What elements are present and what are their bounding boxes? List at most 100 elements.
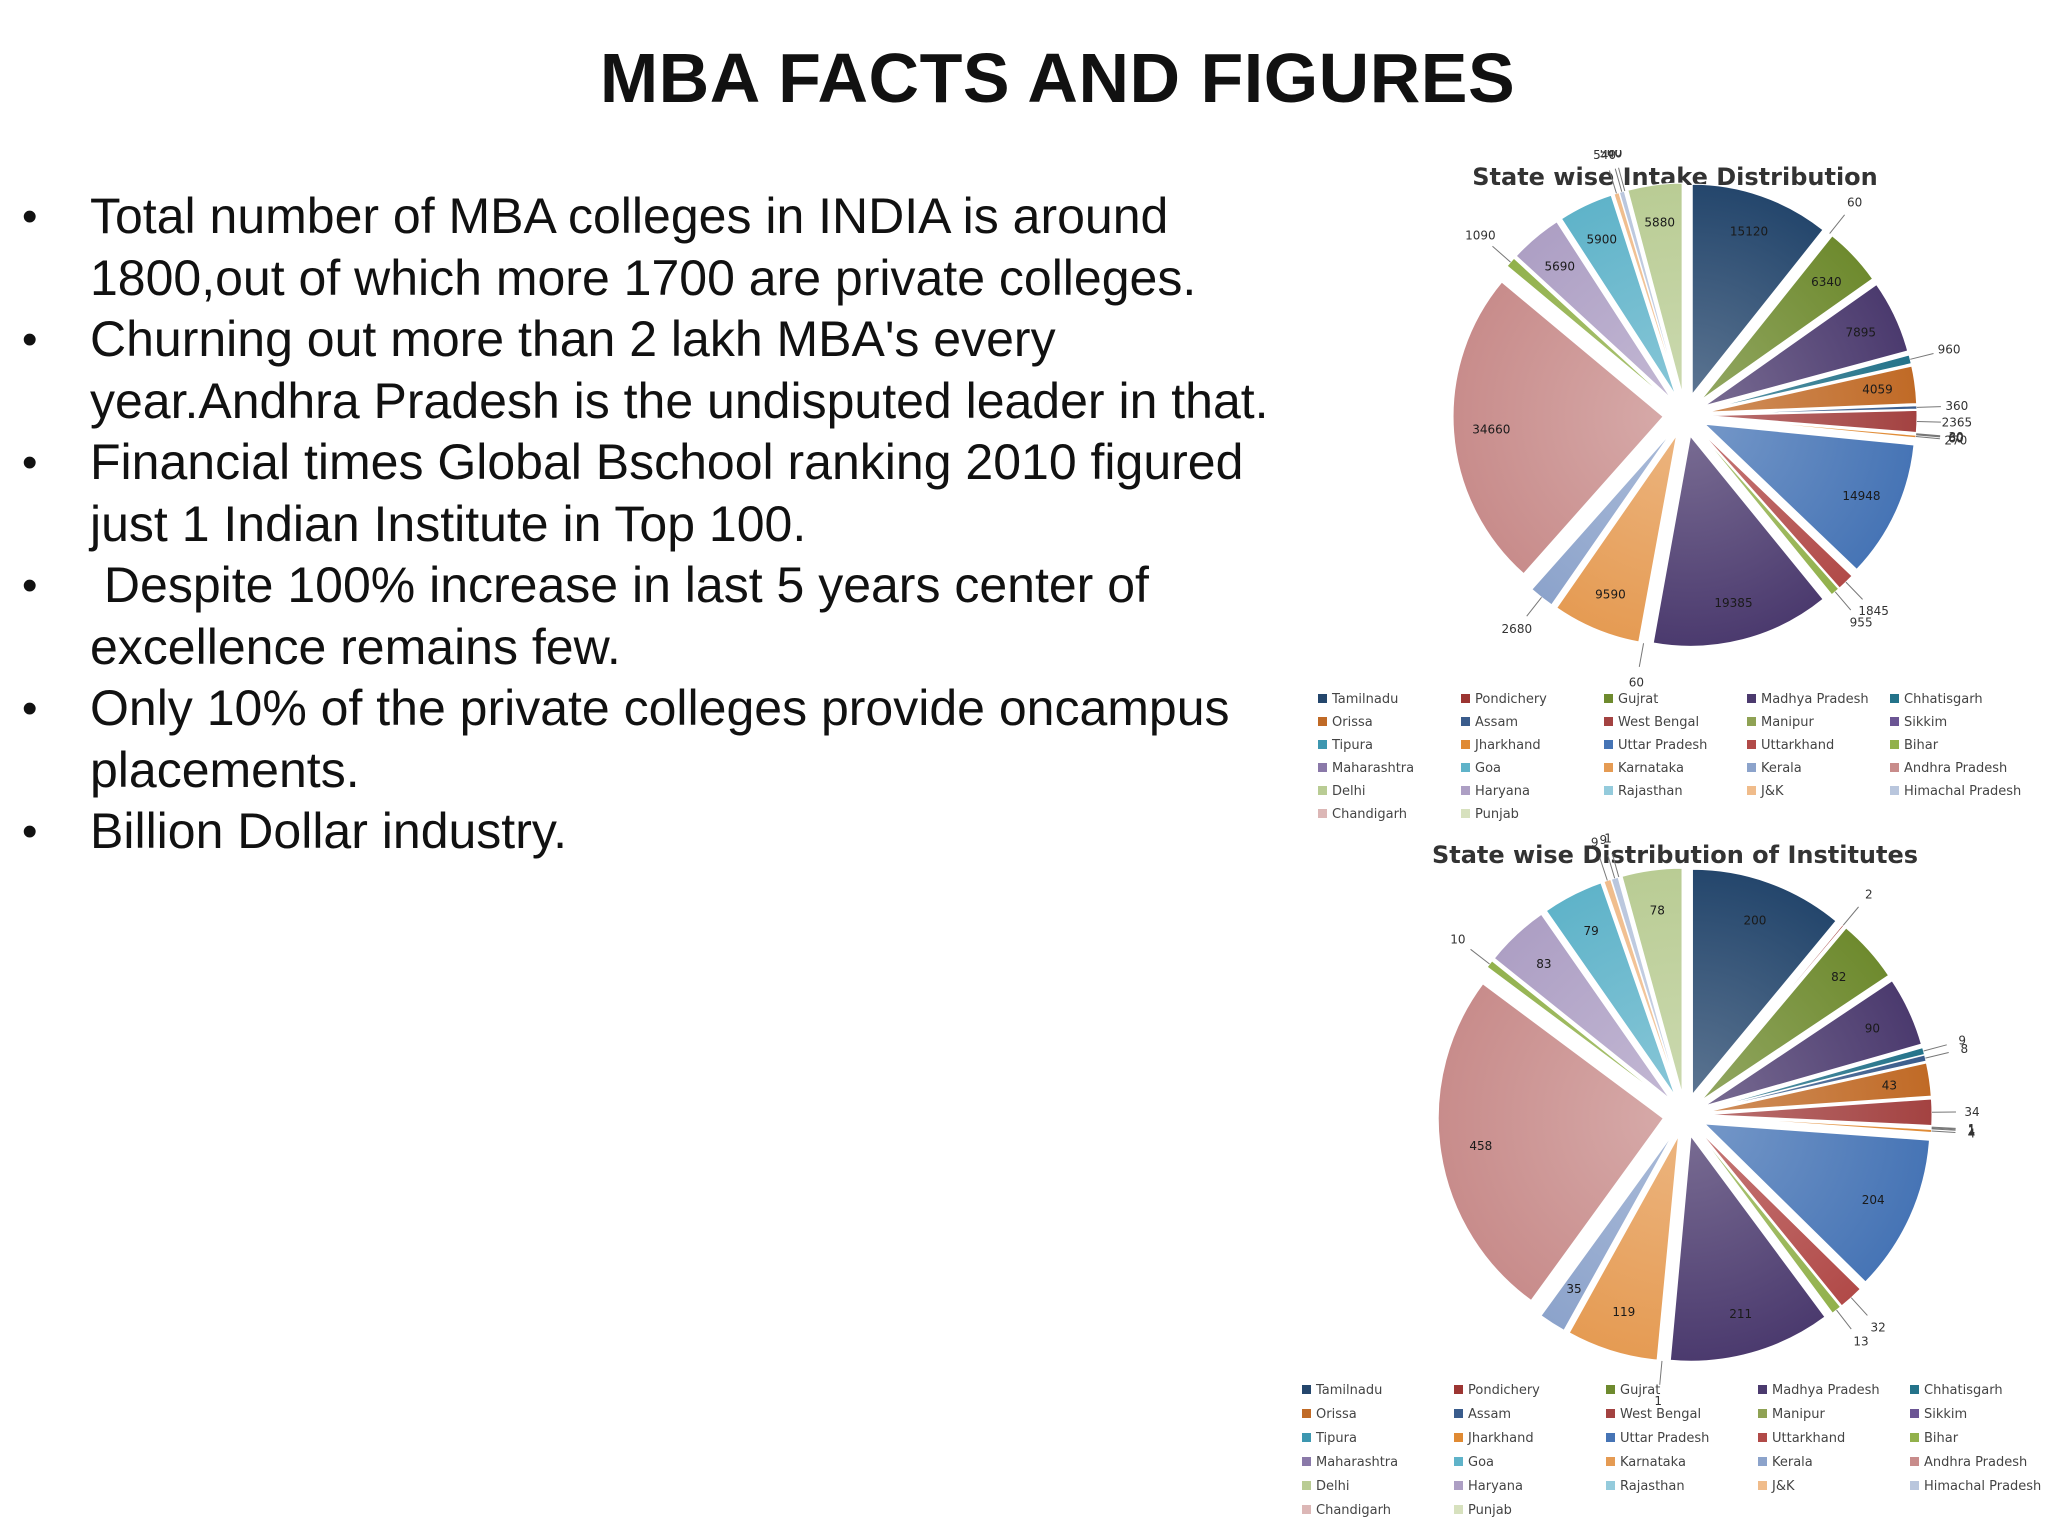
slice-chhatisgarh — [1706, 354, 1912, 411]
slice-label: 2 — [1865, 888, 1873, 902]
legend-label: Tipura — [1331, 738, 1373, 753]
slice-label: 540 — [1593, 150, 1616, 162]
legend-label: J&K — [1760, 784, 1784, 799]
label-leader — [1608, 170, 1617, 194]
legend-swatch — [1747, 694, 1756, 703]
bullet-icon: • — [22, 684, 38, 733]
slice-madhya-pradesh — [1704, 283, 1909, 407]
legend-item-rajasthan: Rajasthan — [1606, 1479, 1685, 1494]
label-leader — [1638, 643, 1645, 667]
legend-label: Punjab — [1468, 1503, 1512, 1518]
legend-label: Kerala — [1761, 761, 1802, 776]
slice-label: 1 — [1968, 1122, 1976, 1136]
legend-swatch — [1454, 1481, 1463, 1490]
legend-item-pondichery: Pondichery — [1461, 692, 1547, 707]
chart-legend: Tamilnadu Pondichery Gujrat Madhya Pradesh C… — [1302, 1383, 2041, 1518]
legend-item-kerala: Kerala — [1747, 761, 1802, 776]
slice-bihar — [1486, 960, 1668, 1102]
slice-label: 43 — [1882, 1078, 1897, 1092]
legend-label: Jharkhand — [1474, 738, 1541, 753]
legend-swatch — [1910, 1409, 1919, 1418]
legend-label: Haryana — [1468, 1479, 1523, 1494]
label-leader — [1829, 214, 1846, 234]
legend-swatch — [1454, 1385, 1463, 1394]
legend-swatch — [1318, 717, 1327, 726]
fact-item: • Total number of MBA colleges in INDIA i… — [22, 186, 1312, 309]
slice-jharkhand — [1706, 416, 1917, 439]
slice-label: 35 — [1566, 1282, 1581, 1296]
legend-label: Tamilnadu — [1315, 1383, 1382, 1398]
fact-text: Despite 100% increase in last 5 years ce… — [90, 557, 1163, 675]
slice-madhya-pradesh — [1652, 435, 1824, 647]
legend-item-madhya-pradesh: Madhya Pradesh — [1747, 692, 1869, 707]
slice-uttar-pradesh — [1703, 1123, 1931, 1283]
slice-jandk — [1603, 878, 1679, 1095]
legend-swatch — [1461, 694, 1470, 703]
label-leader — [1492, 245, 1511, 263]
legend-swatch — [1747, 786, 1756, 795]
slice-label: 1 — [1604, 832, 1612, 846]
label-leader — [1834, 591, 1852, 611]
slice-label: 32 — [1871, 1320, 1886, 1334]
legend-swatch — [1890, 763, 1899, 772]
slice-label: 5880 — [1644, 215, 1675, 229]
legend-swatch — [1302, 1385, 1311, 1394]
legend-label: Chhatisgarh — [1924, 1383, 2003, 1398]
legend-swatch — [1910, 1481, 1919, 1490]
fact-text: Financial times Global Bschool ranking 2… — [90, 434, 1244, 552]
slice-label: 1 — [1968, 1124, 1976, 1138]
legend-swatch — [1604, 740, 1613, 749]
legend-label: West Bengal — [1620, 1407, 1701, 1422]
legend-swatch — [1758, 1457, 1767, 1466]
slice-label: 60 — [1847, 195, 1862, 209]
legend-swatch — [1890, 740, 1899, 749]
slice-label: 5900 — [1586, 233, 1617, 247]
legend-item-gujrat: Gujrat — [1604, 692, 1658, 707]
legend-swatch — [1890, 786, 1899, 795]
slice-jharkhand — [1706, 1115, 1933, 1134]
legend-label: Gujrat — [1618, 692, 1658, 707]
legend-swatch — [1302, 1409, 1311, 1418]
institutes-chart: State wise Distribution of Institutes 200… — [1290, 830, 2046, 1530]
label-leader — [1659, 1360, 1663, 1385]
slice-label: 1 — [1654, 1394, 1662, 1408]
legend-label: Chandigarh — [1332, 807, 1407, 822]
slice-label: 78 — [1650, 903, 1665, 917]
legend-label: Manipur — [1761, 715, 1815, 730]
label-leader — [1931, 1130, 1956, 1134]
legend-item-uttar-pradesh: Uttar Pradesh — [1606, 1431, 1709, 1446]
legend-swatch — [1910, 1385, 1919, 1394]
legend-swatch — [1910, 1433, 1919, 1442]
slice-label: 4059 — [1862, 383, 1893, 397]
legend-swatch — [1454, 1409, 1463, 1418]
slice-assam — [1706, 1054, 1927, 1111]
slice-orissa — [1706, 365, 1918, 413]
label-leader — [1916, 433, 1941, 437]
legend-swatch — [1302, 1505, 1311, 1514]
legend-item-orissa: Orissa — [1302, 1407, 1357, 1422]
legend-item-kerala: Kerala — [1758, 1455, 1813, 1470]
bullet-icon: • — [22, 192, 38, 241]
slice-uttar-pradesh — [1703, 423, 1915, 571]
legend-item-karnataka: Karnataka — [1604, 761, 1684, 776]
slice-goa — [1545, 882, 1676, 1096]
slice-label: 200 — [1744, 914, 1767, 928]
legend-swatch — [1606, 1433, 1615, 1442]
slice-label: 5690 — [1545, 260, 1576, 274]
legend-item-pondichery: Pondichery — [1454, 1383, 1540, 1398]
legend-swatch — [1302, 1457, 1311, 1466]
legend-swatch — [1454, 1433, 1463, 1442]
legend-label: Pondichery — [1475, 692, 1547, 707]
slice-label: 15120 — [1730, 225, 1768, 239]
slice-label: 30 — [1948, 430, 1963, 444]
fact-item: • Only 10% of the private colleges provid… — [22, 678, 1312, 801]
bullet-icon: • — [22, 807, 38, 856]
slice-kerala — [1531, 431, 1672, 606]
legend-swatch — [1604, 717, 1613, 726]
slice-label: 360 — [1945, 399, 1968, 413]
legend-item-bihar: Bihar — [1910, 1431, 1959, 1446]
legend-label: Manipur — [1772, 1407, 1826, 1422]
legend-swatch — [1890, 717, 1899, 726]
bullet-icon: • — [22, 438, 38, 487]
legend-item-tamilnadu: Tamilnadu — [1302, 1383, 1382, 1398]
